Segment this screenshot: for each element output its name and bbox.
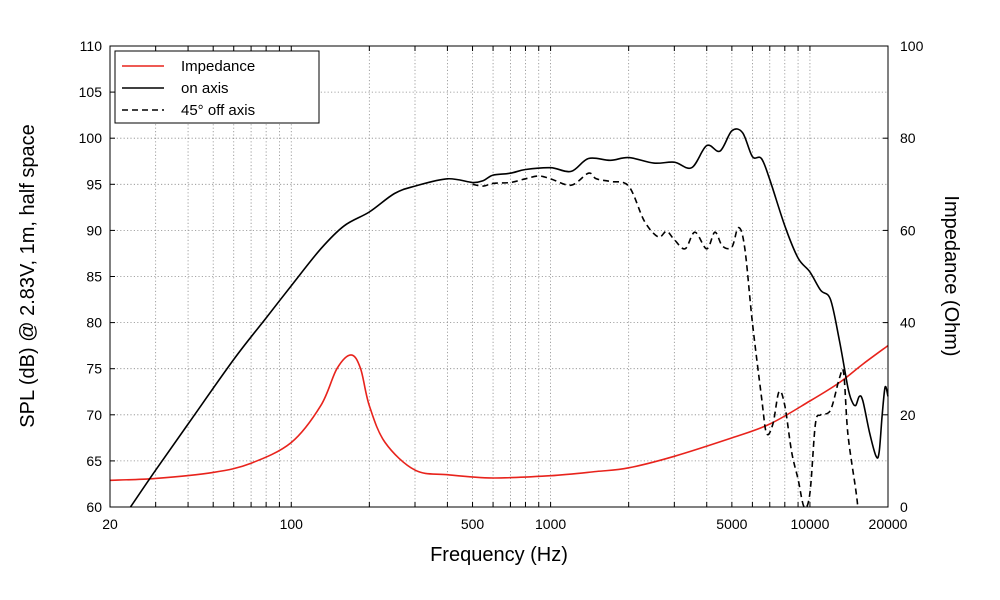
y2-axis-title: Impedance (Ohm) [940,195,962,356]
legend-label-off-axis: 45° off axis [181,102,255,119]
y2-tick-label: 40 [900,315,916,331]
y-tick-label: 90 [86,222,102,238]
y-tick-label: 80 [86,315,102,331]
y2-tick-label: 100 [900,38,924,54]
y2-tick-label: 0 [900,499,908,515]
y2-tick-label: 80 [900,130,916,146]
x-axis-title: Frequency (Hz) [430,544,568,566]
series-line-on-axis [129,128,889,508]
series-line-45-off-axis [472,172,859,509]
series-line-impedance [109,344,889,482]
x-tick-label: 20000 [869,516,908,532]
x-tick-label: 1000 [535,516,566,532]
legend: Impedance on axis 45° off axis [114,50,320,124]
y2-tick-label: 20 [900,407,916,423]
y-tick-label: 85 [86,269,102,285]
y-tick-label: 75 [86,361,102,377]
y-tick-label: 70 [86,407,102,423]
y-tick-label: 65 [86,453,102,469]
x-tick-label: 20 [102,516,118,532]
y-tick-label: 105 [79,84,103,100]
x-tick-label: 100 [280,516,304,532]
legend-label-on-axis: on axis [181,80,229,97]
x-tick-label: 5000 [716,516,747,532]
y-axis-title: SPL (dB) @ 2.83V, 1m, half space [17,124,39,427]
x-tick-label: 500 [461,516,485,532]
legend-label-impedance: Impedance [181,58,255,75]
ticks-layer: 60 65 70 75 80 85 90 95 100 105 110 0 20 40 60 80 100 20 1… [79,38,924,532]
y-tick-label: 110 [80,38,103,54]
grid-major [110,91,888,462]
series-layer [109,128,889,509]
y2-tick-label: 60 [900,222,916,238]
x-tick-label: 10000 [790,516,829,532]
y-tick-label: 100 [79,130,103,146]
y-tick-label: 95 [86,176,102,192]
legend-box [114,50,320,124]
y-tick-label: 60 [86,499,102,515]
